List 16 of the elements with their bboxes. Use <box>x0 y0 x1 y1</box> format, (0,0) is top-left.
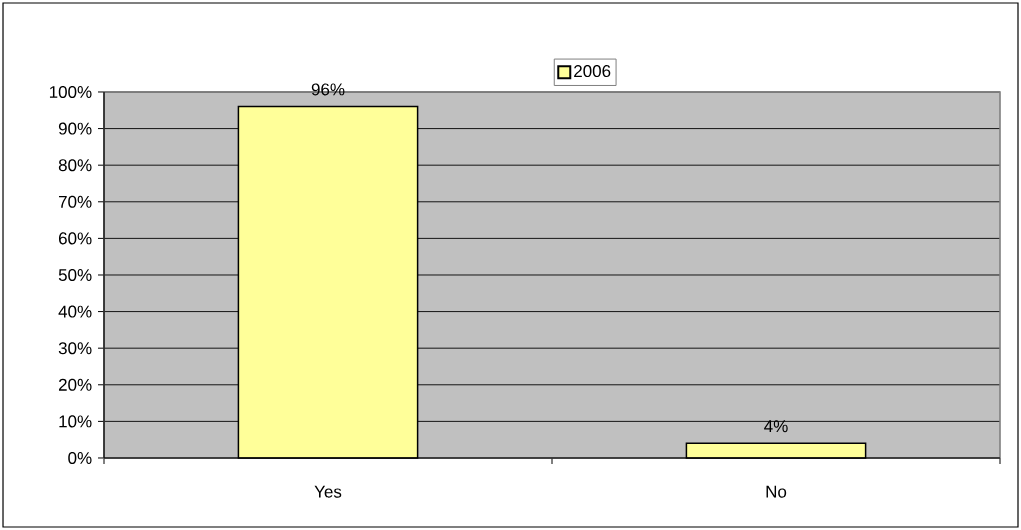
y-tick-label: 0% <box>68 451 92 465</box>
x-tick-label: Yes <box>314 485 342 498</box>
y-tick-label: 10% <box>59 415 92 428</box>
y-tick-label: 70% <box>59 195 92 208</box>
x-tick-label: No <box>766 485 787 498</box>
data-label: 4% <box>764 420 788 433</box>
y-tick-label: 50% <box>58 268 92 282</box>
y-tick-label: 40% <box>58 305 92 318</box>
y-tick-label: 20% <box>58 378 92 391</box>
y-tick-label: 30% <box>58 342 92 355</box>
legend-label: 2006 <box>574 65 611 78</box>
y-tick-label: 60% <box>58 232 92 245</box>
data-label: 96% <box>311 83 345 96</box>
y-tick-label: 80% <box>58 159 92 172</box>
y-tick-label: 90% <box>58 122 92 135</box>
y-tick-label: 100% <box>49 85 92 99</box>
